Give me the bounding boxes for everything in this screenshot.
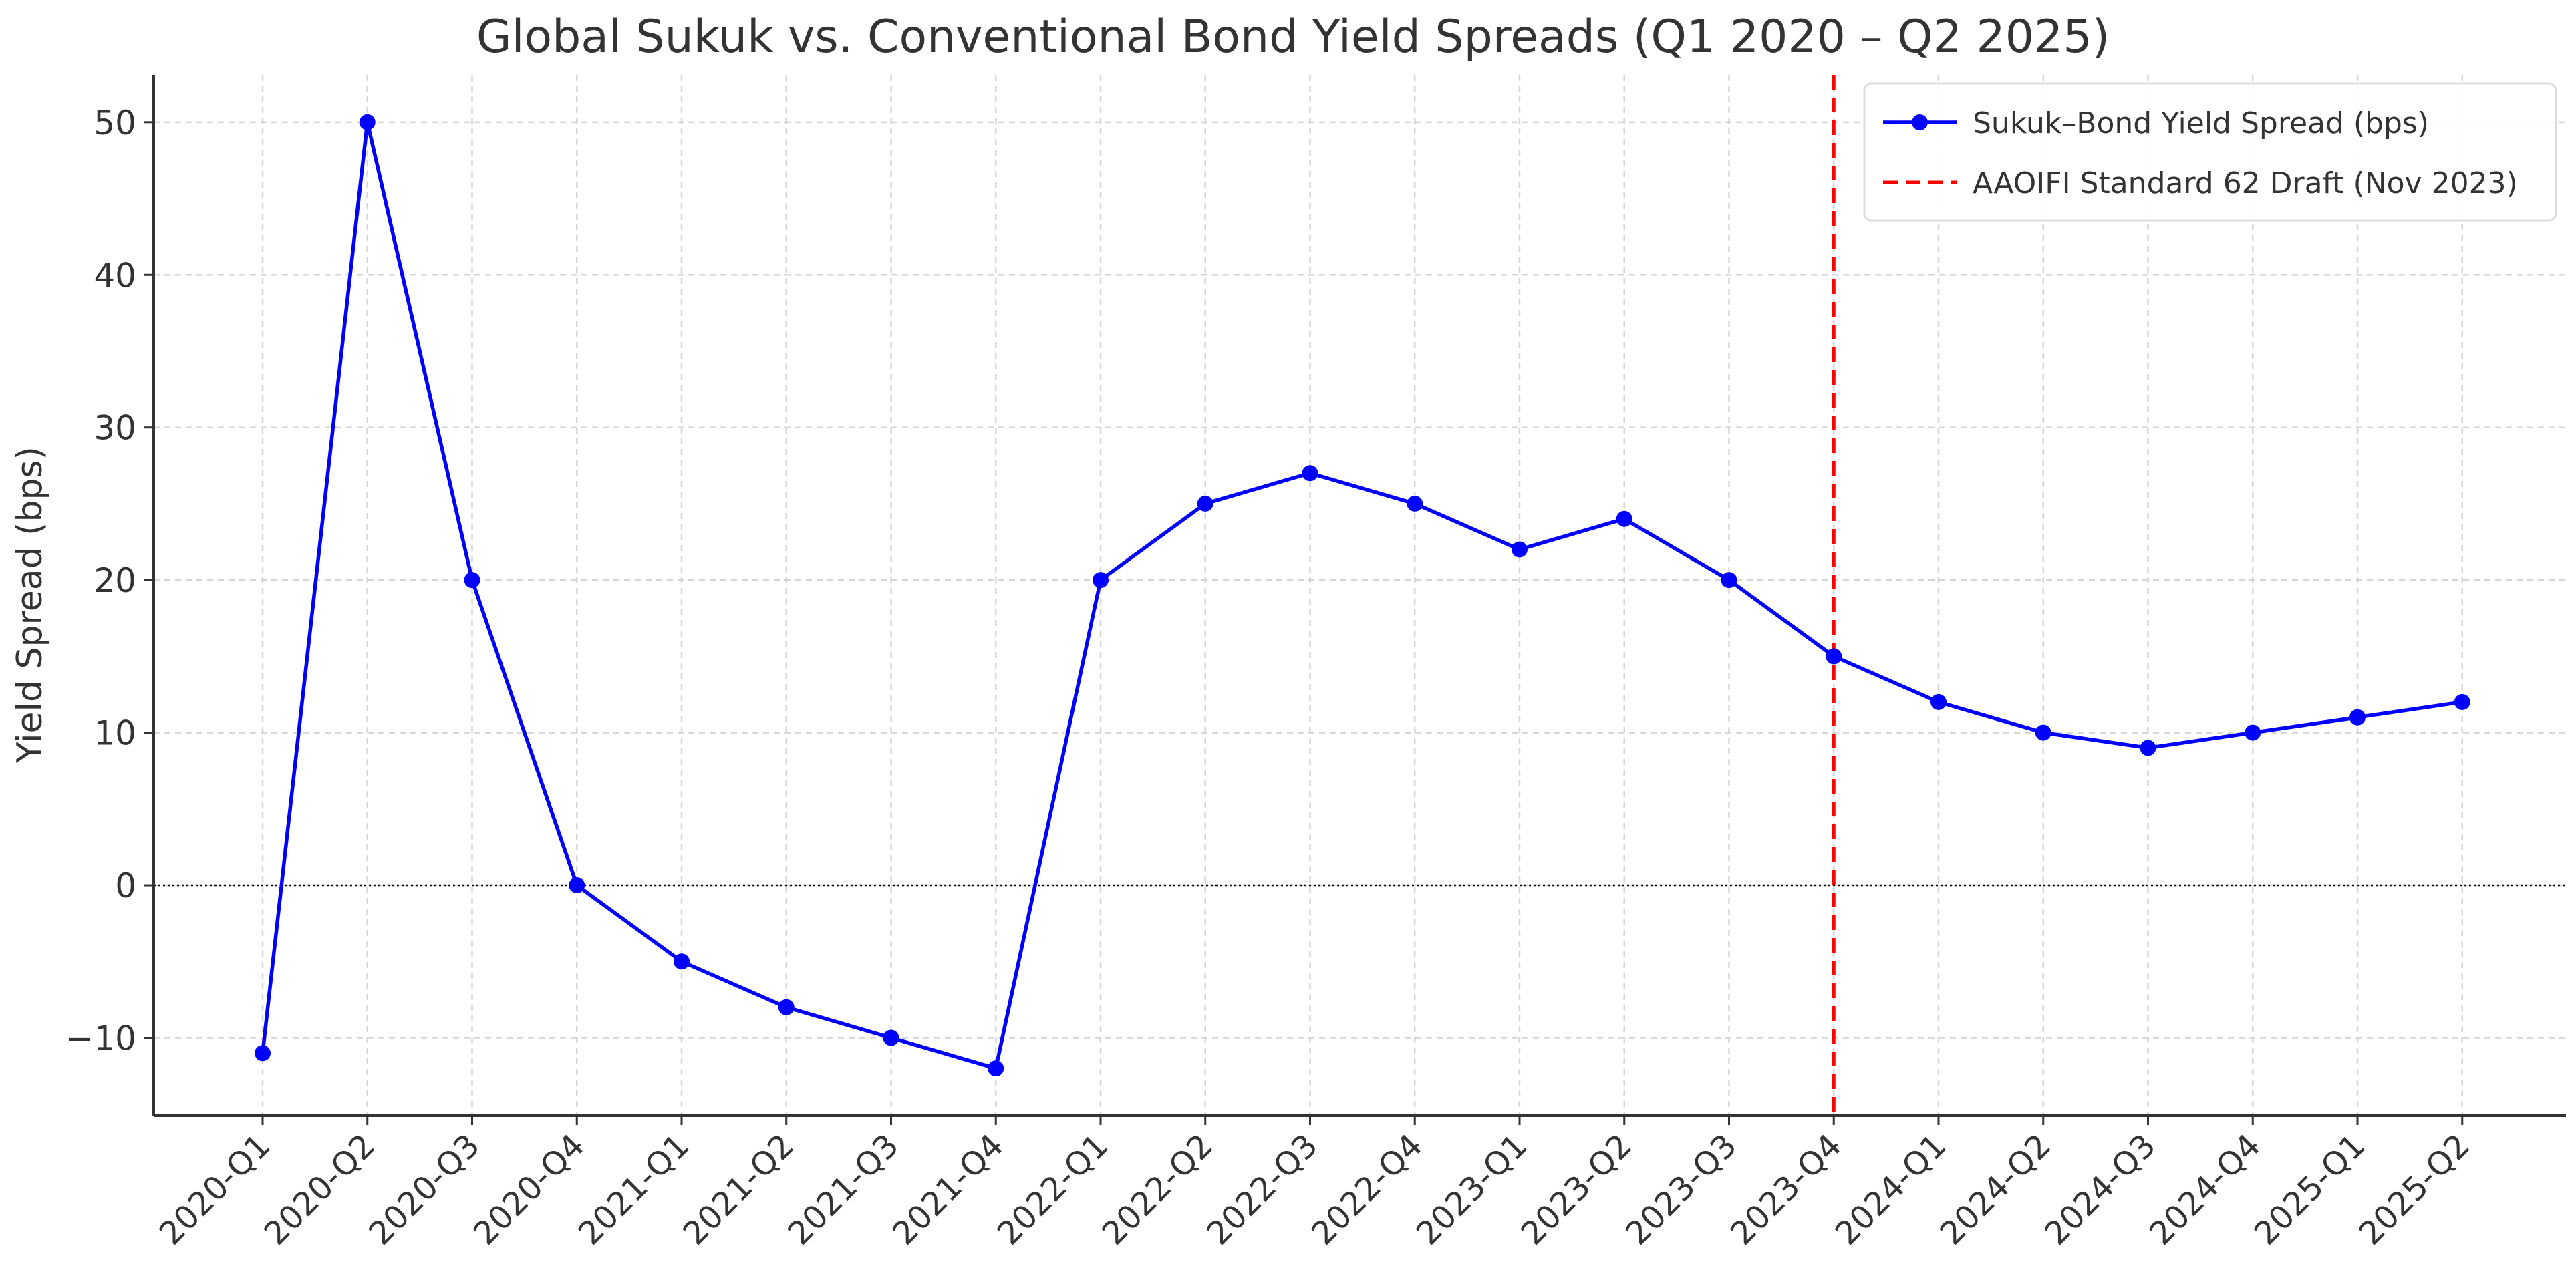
data-point — [2035, 724, 2051, 741]
data-point — [464, 572, 480, 589]
series-layer — [255, 114, 2470, 1077]
legend-label: Sukuk–Bond Yield Spread (bps) — [1973, 106, 2429, 140]
data-point — [1930, 693, 1947, 710]
y-tick-label: −10 — [65, 1019, 136, 1058]
legend-label: AAOIFI Standard 62 Draft (Nov 2023) — [1973, 166, 2518, 200]
legend-swatch-marker — [1912, 114, 1928, 130]
axes — [152, 75, 2566, 1117]
data-point — [2349, 709, 2366, 726]
data-point — [359, 114, 376, 130]
y-tick-label: 40 — [94, 256, 136, 295]
y-axis-label: Yield Spread (bps) — [10, 446, 50, 764]
data-point — [674, 953, 690, 970]
data-point — [988, 1060, 1004, 1077]
data-point — [569, 877, 585, 894]
data-point — [1512, 541, 1528, 558]
y-tick-label: 30 — [94, 409, 136, 448]
data-point — [1302, 465, 1318, 482]
data-point — [1093, 572, 1109, 589]
legend-box — [1863, 82, 2557, 222]
data-point — [1197, 495, 1213, 512]
data-point — [1407, 495, 1423, 512]
reference-lines — [154, 75, 2566, 1116]
data-point — [2140, 740, 2156, 756]
chart-title: Global Sukuk vs. Conventional Bond Yield… — [476, 11, 2110, 63]
y-tick-label: 50 — [94, 104, 136, 142]
y-tick-label: 20 — [94, 561, 136, 600]
legend: Sukuk–Bond Yield Spread (bps) AAOIFI Stan… — [1863, 82, 2557, 222]
data-point — [883, 1029, 899, 1046]
data-point — [1826, 648, 1842, 665]
data-point — [1616, 510, 1632, 527]
y-tick-label: 0 — [115, 866, 136, 905]
data-point — [2245, 724, 2261, 741]
series-line — [261, 120, 2463, 1070]
data-point — [2454, 693, 2470, 710]
data-point — [255, 1045, 271, 1062]
data-point — [778, 999, 795, 1015]
data-point — [1721, 572, 1737, 589]
y-tick-label: 10 — [94, 714, 136, 753]
